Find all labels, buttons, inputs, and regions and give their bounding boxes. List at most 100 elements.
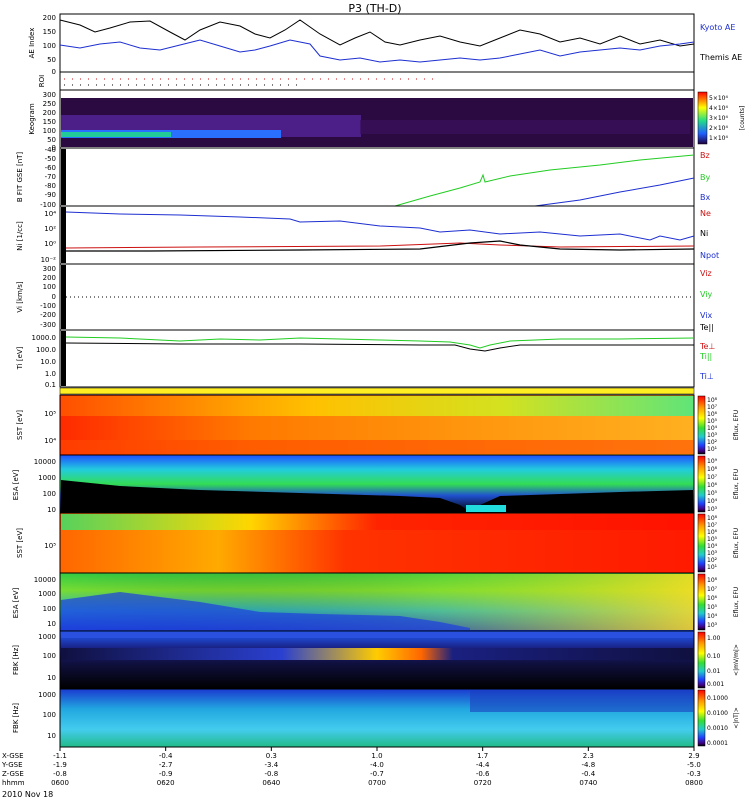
- cbar-tick: 10⁴: [707, 543, 718, 550]
- cbar-label: Eflux, EFU: [733, 528, 740, 558]
- x-tick-label: 1.0: [371, 752, 382, 760]
- ytick: 1000.0: [32, 334, 57, 342]
- heatmap-right-band: [470, 690, 693, 712]
- x-row-label: Y-GSE: [1, 761, 23, 769]
- panel-frame: [59, 13, 695, 73]
- panel-sst-electrons: 10⁵ 10⁴ SST [eV] 10⁸ 10⁷ 10⁶ 10⁵ 10⁴ 10³…: [16, 394, 740, 456]
- data-gap-bar: [61, 149, 66, 205]
- x-tick-label: -0.6: [476, 770, 490, 778]
- ytick: 10⁵: [44, 542, 56, 550]
- cbar-tick: 10⁶: [707, 482, 718, 489]
- cbar-label: Eflux, EFU: [733, 587, 740, 617]
- cbar-tick: 10⁴: [707, 498, 718, 505]
- series-bx: [534, 177, 695, 207]
- legend-ne: Ne: [700, 209, 711, 218]
- ytick: 10⁴: [44, 210, 56, 218]
- cbar-tick: 10¹: [707, 446, 718, 453]
- cbar-tick: 0.0001: [707, 740, 728, 747]
- legend-ti-par: Ti||: [699, 352, 712, 361]
- date-label: 2010 Nov 18: [2, 790, 53, 799]
- legend-bx: Bx: [700, 193, 710, 202]
- colorbar: [697, 455, 706, 513]
- ytick: 10⁻²: [41, 256, 57, 264]
- ytick: 0.1: [45, 381, 56, 389]
- x-tick-label: 0620: [157, 779, 175, 787]
- legend-kyoto-ae: Kyoto AE: [700, 23, 735, 32]
- x-tick-label: -0.3: [687, 770, 701, 778]
- keogram-band-right: [360, 120, 690, 134]
- panel-fbk-scm1: 1000 100 10 FBK [Hz] 0.1000 0.0100 0.001…: [12, 688, 740, 748]
- ytick: 1000: [38, 691, 56, 699]
- x-axis: X-GSE -1.1 -0.4 0.3 1.0 1.7 2.3 2.9 Y-GSE -1.9 -2.…: [1, 747, 703, 787]
- x-tick-label: 2.3: [583, 752, 594, 760]
- panel-esa-ions: 10000 1000 100 10 ESA [eV] 10⁸ 10⁷ 10⁶ 1…: [12, 572, 740, 632]
- ylabel: Ni [1/cc]: [16, 221, 24, 251]
- ylabel: ESA [eV]: [12, 469, 20, 500]
- legend-te-par: Te||: [699, 323, 714, 332]
- ytick: 300: [43, 91, 56, 99]
- cbar-tick: 10⁵: [707, 604, 718, 611]
- panel-fbk-edc12: 1000 100 10 FBK [Hz] 1.00 0.10 0.01 0.00…: [12, 630, 740, 690]
- heatmap-low-band: [61, 440, 693, 454]
- heatmap-high-energy: [61, 396, 693, 416]
- plot-title: P3 (TH-D): [348, 2, 401, 15]
- x-tick-label: -0.8: [53, 770, 67, 778]
- cbar-label: Eflux, EFU: [733, 410, 740, 440]
- ytick: 200: [43, 109, 56, 117]
- cbar-tick: 10⁸: [707, 577, 718, 584]
- x-tick-label: -2.7: [159, 761, 173, 769]
- panel-ni: 10⁴ 10² 10⁰ 10⁻² Ni [1/cc] Ne Ni Npot: [16, 205, 719, 265]
- ylabel: ESA [eV]: [12, 587, 20, 618]
- ytick: 100: [43, 127, 56, 135]
- x-tick-label: -0.8: [264, 770, 278, 778]
- ytick: 10: [47, 506, 56, 514]
- cbar-tick: 1×10⁴: [709, 135, 728, 142]
- legend-viy: Viy: [700, 290, 713, 299]
- ylabel: AE Index: [28, 28, 36, 59]
- ytick: 10²: [44, 225, 56, 233]
- x-row-label: X-GSE: [2, 752, 24, 760]
- cbar-tick: 10²: [707, 439, 718, 446]
- ytick: 100: [43, 711, 56, 719]
- keogram-band-hot: [61, 132, 171, 137]
- ytick: 10: [47, 620, 56, 628]
- cbar-tick: 0.10: [707, 653, 721, 660]
- ytick: -300: [40, 321, 56, 329]
- series-kyoto-ae: [59, 19, 695, 47]
- panel-b-fit: -40 -50 -60 -70 -80 -90 -100 B FIT GSE […: [16, 146, 710, 209]
- cbar-tick: 4×10⁴: [709, 105, 728, 112]
- panel-roi: ROI: [38, 71, 695, 91]
- heatmap-low-blue: [61, 592, 470, 630]
- series-npot: [65, 211, 695, 241]
- cbar-tick: 0.1000: [707, 695, 728, 702]
- x-tick-label: -4.8: [581, 761, 595, 769]
- keogram-colorbar: [697, 91, 708, 145]
- x-tick-label: 0700: [368, 779, 386, 787]
- separator-strip: [59, 387, 695, 395]
- heatmap-cusp: [466, 505, 506, 512]
- ytick: 0: [52, 68, 56, 76]
- cbar-tick: 10⁷: [707, 522, 718, 529]
- ytick: -40: [45, 146, 56, 154]
- ytick: 0: [52, 144, 56, 152]
- x-tick-label: -1.1: [53, 752, 67, 760]
- panel-esa-electrons: 10000 1000 100 10 ESA [eV] 10⁹ 10⁸ 10⁷ 1…: [12, 454, 740, 514]
- x-tick-label: 0800: [685, 779, 703, 787]
- ytick: -90: [45, 191, 56, 199]
- panel-sst-ions: 10⁵ SST [eV] 10⁸ 10⁷ 10⁶ 10⁵ 10⁴ 10³ 10²…: [16, 512, 740, 574]
- x-tick-label: 0600: [51, 779, 69, 787]
- ytick: 150: [43, 118, 56, 126]
- legend-npot: Npot: [700, 251, 719, 260]
- ytick: 10000: [34, 576, 56, 584]
- ytick: 10: [47, 732, 56, 740]
- ytick: 10⁵: [44, 410, 56, 418]
- colorbar: [697, 395, 706, 455]
- series-ne: [65, 242, 695, 249]
- legend-vix: Vix: [700, 311, 713, 320]
- panel-frame: [59, 263, 695, 331]
- legend-bz: Bz: [700, 151, 710, 160]
- x-tick-label: -3.4: [264, 761, 278, 769]
- series-te-par: [65, 342, 694, 352]
